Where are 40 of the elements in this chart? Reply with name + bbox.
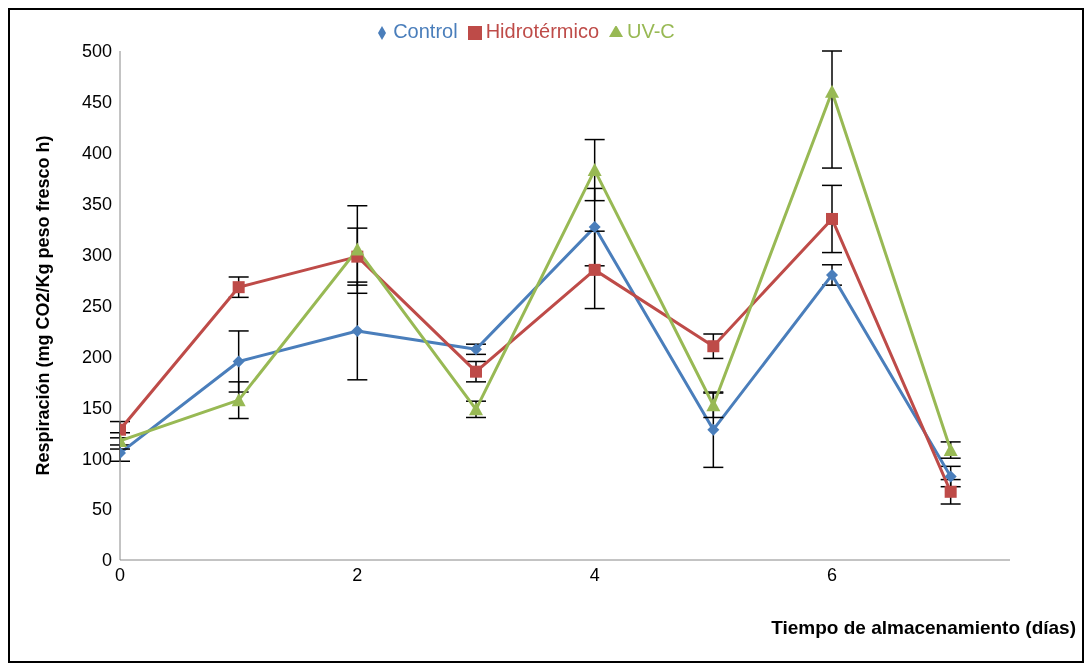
y-tick-label: 50 [91, 499, 112, 520]
point [470, 365, 482, 378]
point [826, 212, 838, 225]
x-axis-title: Tiempo de almacenamiento (días) [771, 617, 1076, 639]
y-tick-label: 150 [81, 397, 112, 418]
x-tick-label: 4 [589, 564, 600, 585]
point [825, 84, 839, 98]
point [944, 485, 957, 498]
point [943, 443, 958, 457]
y-tick-label: 250 [81, 295, 112, 316]
point [469, 402, 483, 416]
point [588, 263, 601, 276]
x-tick-label: 6 [826, 564, 838, 585]
x-tick-label: 2 [352, 564, 363, 585]
legend-label: Hidrotérmico [485, 20, 600, 42]
y-axis-title: Respiración (mg CO2/Kg peso fresco h) [33, 135, 54, 476]
point [588, 221, 601, 234]
y-tick-label: 100 [81, 448, 112, 469]
legend-label: Control [393, 20, 458, 42]
point [350, 242, 365, 256]
y-tick-label: 300 [81, 244, 112, 265]
y-tick-label: 400 [81, 143, 112, 164]
legend-label: UV-C [627, 20, 675, 42]
point [706, 398, 721, 412]
point [707, 340, 720, 353]
y-tick-label: 200 [81, 346, 112, 367]
y-tick-label: 0 [101, 550, 112, 571]
point [707, 423, 720, 436]
point [470, 343, 482, 356]
point [232, 355, 245, 368]
x-tick-label: 0 [114, 564, 126, 585]
point [826, 268, 838, 281]
point [351, 324, 364, 337]
y-tick-label: 350 [81, 194, 112, 215]
point [944, 470, 957, 483]
point [231, 393, 246, 407]
point [232, 281, 245, 294]
y-tick-label: 500 [81, 41, 112, 62]
y-tick-label: 450 [81, 92, 112, 113]
point [587, 163, 602, 177]
